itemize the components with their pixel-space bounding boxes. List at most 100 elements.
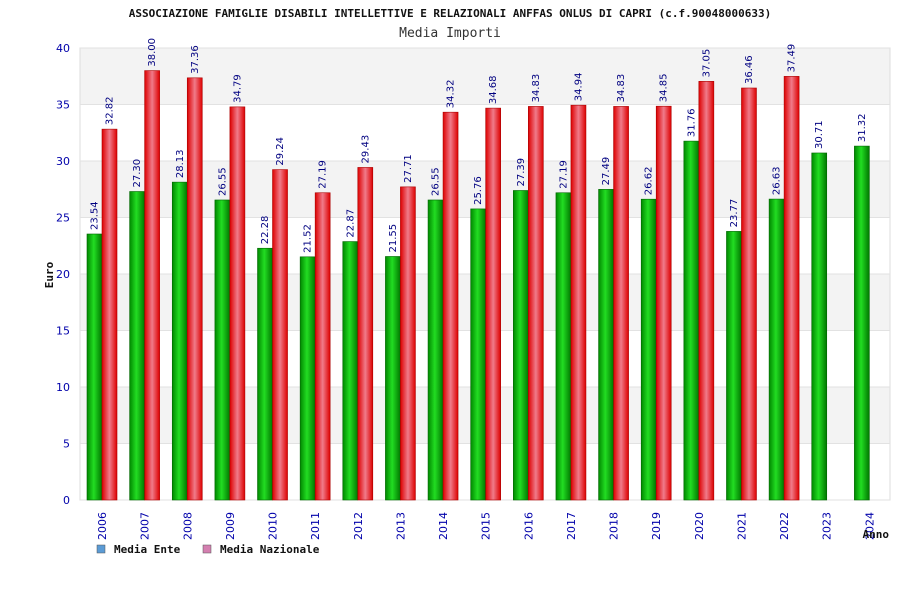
data-label: 26.55: [217, 167, 228, 196]
x-axis-label: Anno: [863, 528, 890, 541]
bar-media-ente: [257, 247, 273, 501]
data-label: 37.49: [787, 44, 798, 73]
data-label: 34.32: [446, 80, 457, 109]
bar-media-nazionale: [698, 81, 715, 501]
data-label: 27.30: [132, 159, 143, 188]
bar-media-ente: [214, 199, 231, 501]
bar-media-nazionale: [272, 169, 288, 501]
bar-media-nazionale: [528, 106, 544, 501]
data-label: 34.83: [531, 74, 542, 103]
bar-media-ente: [513, 190, 529, 501]
data-label: 34.68: [488, 75, 499, 104]
x-tick-label: 2023: [821, 512, 834, 540]
y-tick-label: 0: [63, 494, 70, 507]
bar-media-ente: [726, 231, 742, 501]
y-tick-label: 10: [56, 381, 70, 394]
data-label: 29.24: [275, 137, 286, 166]
data-label: 37.05: [701, 49, 712, 78]
bar-media-nazionale: [613, 106, 629, 501]
x-tick-label: 2009: [224, 512, 237, 540]
bar-media-ente: [640, 198, 657, 501]
bar-media-nazionale: [485, 107, 501, 501]
data-label: 30.71: [814, 120, 825, 149]
data-label: 27.39: [516, 158, 527, 187]
bar-media-ente: [342, 241, 359, 501]
bar-media-ente: [470, 208, 486, 501]
data-label: 34.83: [616, 74, 627, 103]
data-label: 27.49: [601, 157, 612, 186]
x-tick-label: 2006: [96, 512, 109, 540]
data-label: 23.77: [729, 199, 740, 228]
data-label: 36.46: [744, 55, 755, 84]
bar-media-nazionale: [101, 128, 118, 501]
y-tick-label: 25: [56, 212, 70, 225]
chart-title: ASSOCIAZIONE FAMIGLIE DISABILI INTELLETT…: [129, 7, 771, 20]
y-axis-label: Euro: [43, 261, 56, 288]
data-label: 34.79: [232, 74, 243, 103]
y-tick-label: 40: [56, 42, 70, 55]
data-label: 28.13: [175, 149, 186, 178]
x-tick-label: 2010: [267, 512, 280, 540]
y-tick-label: 35: [56, 99, 70, 112]
bar-media-nazionale: [400, 186, 416, 501]
bar-media-ente: [129, 191, 145, 501]
y-tick-label: 15: [56, 325, 70, 338]
x-tick-label: 2012: [352, 512, 365, 540]
x-tick-label: 2013: [394, 512, 407, 540]
bar-media-ente: [555, 192, 572, 501]
data-label: 22.28: [260, 216, 271, 245]
bar-media-ente: [854, 145, 870, 501]
bar-media-nazionale: [741, 87, 757, 501]
data-label: 27.19: [318, 160, 329, 189]
x-tick-label: 2019: [650, 512, 663, 540]
bar-media-ente: [385, 256, 401, 501]
x-tick-label: 2024: [863, 512, 876, 540]
data-label: 34.94: [573, 73, 584, 102]
bar-media-ente: [598, 189, 614, 501]
legend-swatch: [202, 544, 212, 554]
x-tick-label: 2015: [480, 512, 493, 540]
data-labels-layer: 23.54 32.82 27.30 38.00 28.13 37.36 26.55 34.79…: [90, 38, 868, 253]
legend-label: Media Nazionale: [220, 543, 320, 556]
y-tick-label: 30: [56, 155, 70, 168]
legend-label: Media Ente: [114, 543, 181, 556]
bar-media-ente: [811, 152, 828, 501]
data-label: 27.19: [558, 160, 569, 189]
x-tick-label: 2017: [565, 512, 578, 540]
data-label: 27.71: [403, 154, 414, 183]
bar-media-nazionale: [442, 111, 459, 501]
bar-media-nazionale: [570, 104, 587, 501]
bar-media-ente: [768, 198, 785, 501]
data-label: 29.43: [360, 135, 371, 164]
data-label: 26.62: [644, 167, 655, 196]
x-tick-label: 2014: [437, 512, 450, 540]
y-tick-label: 20: [56, 268, 70, 281]
x-tick-label: 2021: [735, 512, 748, 540]
bar-media-nazionale: [357, 167, 374, 501]
bar-media-nazionale: [655, 105, 672, 501]
x-tick-label: 2007: [139, 512, 152, 540]
x-tick-label: 2018: [608, 512, 621, 540]
chart-subtitle: Media Importi: [399, 26, 501, 41]
bar-media-ente: [171, 181, 188, 501]
bars-layer: [86, 70, 870, 501]
data-label: 26.63: [772, 166, 783, 195]
bar-media-nazionale: [229, 106, 246, 501]
data-label: 34.85: [659, 74, 670, 103]
data-label: 38.00: [147, 38, 158, 67]
data-label: 23.54: [90, 201, 101, 230]
x-tick-label: 2008: [181, 512, 194, 540]
legend: Media Ente Media Nazionale: [96, 543, 320, 556]
bar-media-nazionale: [314, 192, 331, 501]
x-tick-label: 2020: [693, 512, 706, 540]
x-tick-label: 2022: [778, 512, 791, 540]
data-label: 21.55: [388, 224, 399, 253]
data-label: 37.36: [190, 45, 201, 74]
x-axis-ticks: 2006 2007 2008 2009 2010 2011 2012 2013 2014 2015…: [96, 512, 876, 540]
legend-swatch: [96, 544, 106, 554]
data-label: 21.52: [303, 224, 314, 253]
bar-media-nazionale: [783, 76, 800, 501]
data-label: 32.82: [105, 96, 116, 125]
data-label: 22.87: [345, 209, 356, 238]
